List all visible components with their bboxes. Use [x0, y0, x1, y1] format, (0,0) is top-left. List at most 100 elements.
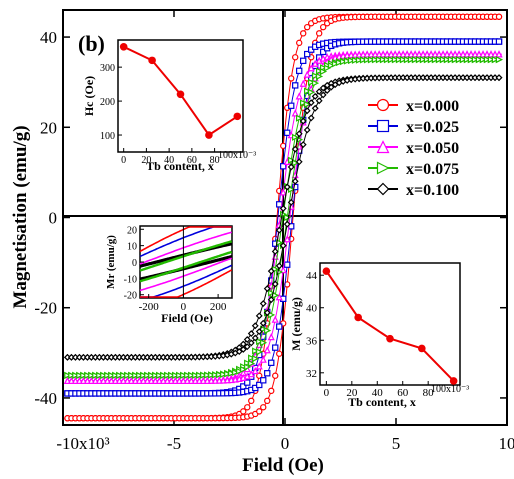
- data-point: [415, 50, 423, 58]
- data-point: [71, 376, 80, 384]
- inset-mr-ylabel: Mr (emu/g): [105, 235, 117, 289]
- data-point: [288, 156, 296, 164]
- data-point: [300, 99, 308, 107]
- data-point: [83, 376, 91, 384]
- data-point: [387, 56, 396, 64]
- legend: x=0.000 x=0.025 x=0.050 x=0.075 x=0.100: [368, 98, 459, 199]
- legend-label: x=0.025: [406, 119, 459, 136]
- data-point: [311, 79, 320, 87]
- x-tick-label: 5: [392, 434, 401, 453]
- data-point: [495, 38, 503, 45]
- data-point: [459, 50, 467, 58]
- inset-data-point: [354, 313, 362, 322]
- data-point: [296, 39, 303, 47]
- inset-data-point: [449, 377, 458, 385]
- inset-hc-xlabel: Tb content, x: [146, 159, 214, 173]
- data-point: [447, 50, 455, 58]
- data-point: [403, 56, 412, 64]
- data-point: [187, 376, 195, 384]
- data-point: [68, 371, 76, 379]
- data-point: [143, 376, 151, 384]
- series-x=0.075: [64, 56, 503, 379]
- y-tick-label: 0: [49, 209, 58, 228]
- data-point: [260, 404, 267, 411]
- panel-label: (b): [78, 31, 105, 56]
- inset-mr-y-tick-label: 0: [132, 258, 137, 269]
- data-point: [439, 50, 447, 58]
- data-point: [307, 99, 315, 107]
- data-point: [192, 371, 200, 379]
- inset-y-tick-label: 300: [100, 63, 115, 74]
- data-point: [248, 359, 256, 368]
- data-point: [343, 57, 352, 65]
- inset-data-point: [119, 42, 128, 51]
- data-point: [91, 376, 99, 384]
- data-point: [379, 56, 388, 64]
- data-point: [391, 50, 399, 58]
- inset-x-tick-label: 0: [324, 387, 330, 399]
- inset-mr-branch: [139, 240, 233, 272]
- data-point: [176, 371, 184, 379]
- data-point: [264, 327, 272, 335]
- data-point: [291, 177, 299, 185]
- inset-x-tick-label: 20: [141, 155, 151, 166]
- data-point: [103, 376, 111, 384]
- data-point: [144, 371, 152, 379]
- data-point: [168, 371, 176, 379]
- inset-data-point: [176, 90, 185, 99]
- data-point: [291, 109, 299, 117]
- data-point: [423, 56, 432, 64]
- inset-y-tick-label: 200: [100, 97, 115, 108]
- x-axis-label: Field (Oe): [242, 455, 324, 476]
- data-point: [119, 376, 127, 384]
- data-point: [280, 163, 287, 170]
- inset-mr-vs-field: -200 0 200 20 10 0 -10 -20 Mr (emu/g) Field (Oe…: [105, 225, 233, 325]
- data-point: [188, 371, 196, 379]
- data-point: [148, 371, 156, 379]
- data-point: [147, 376, 155, 384]
- data-point: [108, 371, 116, 379]
- inset-mr-y-tick-label: 10: [127, 242, 137, 253]
- data-point: [248, 354, 256, 362]
- inset-mr-curves: [139, 226, 233, 298]
- inset-data-point: [205, 131, 213, 139]
- data-point: [415, 56, 424, 64]
- data-point: [279, 266, 287, 274]
- inset-x-tick-label: 60: [187, 155, 197, 166]
- data-point: [240, 365, 248, 374]
- data-point: [211, 376, 219, 384]
- data-point: [307, 64, 315, 72]
- inset-mr-branch: [139, 250, 233, 283]
- data-point: [228, 369, 236, 377]
- data-point: [67, 376, 76, 384]
- data-point: [463, 56, 471, 64]
- data-point: [255, 362, 263, 370]
- data-point: [292, 82, 299, 89]
- data-point: [355, 50, 363, 58]
- data-point: [256, 408, 263, 415]
- data-point: [379, 50, 387, 58]
- data-point: [180, 371, 188, 379]
- data-point: [92, 371, 100, 379]
- data-point: [268, 311, 276, 319]
- inset-m-xlabel: Tb content, x: [348, 395, 416, 409]
- data-point: [475, 56, 483, 64]
- data-point: [367, 56, 376, 64]
- series-x=0.025: [64, 38, 503, 397]
- data-point: [471, 56, 479, 64]
- data-point: [304, 23, 311, 31]
- data-point: [260, 377, 267, 384]
- inset-mr-x-tick-label: 0: [181, 301, 187, 313]
- data-point: [375, 56, 384, 64]
- data-point: [175, 376, 183, 384]
- data-point: [272, 344, 279, 351]
- data-point: [252, 355, 260, 363]
- data-point: [256, 348, 264, 356]
- data-point: [232, 368, 240, 377]
- data-point: [423, 50, 431, 58]
- data-point: [443, 56, 452, 64]
- data-point: [263, 285, 271, 293]
- data-point: [260, 339, 268, 347]
- data-point: [163, 376, 171, 384]
- legend-marker: [376, 161, 390, 175]
